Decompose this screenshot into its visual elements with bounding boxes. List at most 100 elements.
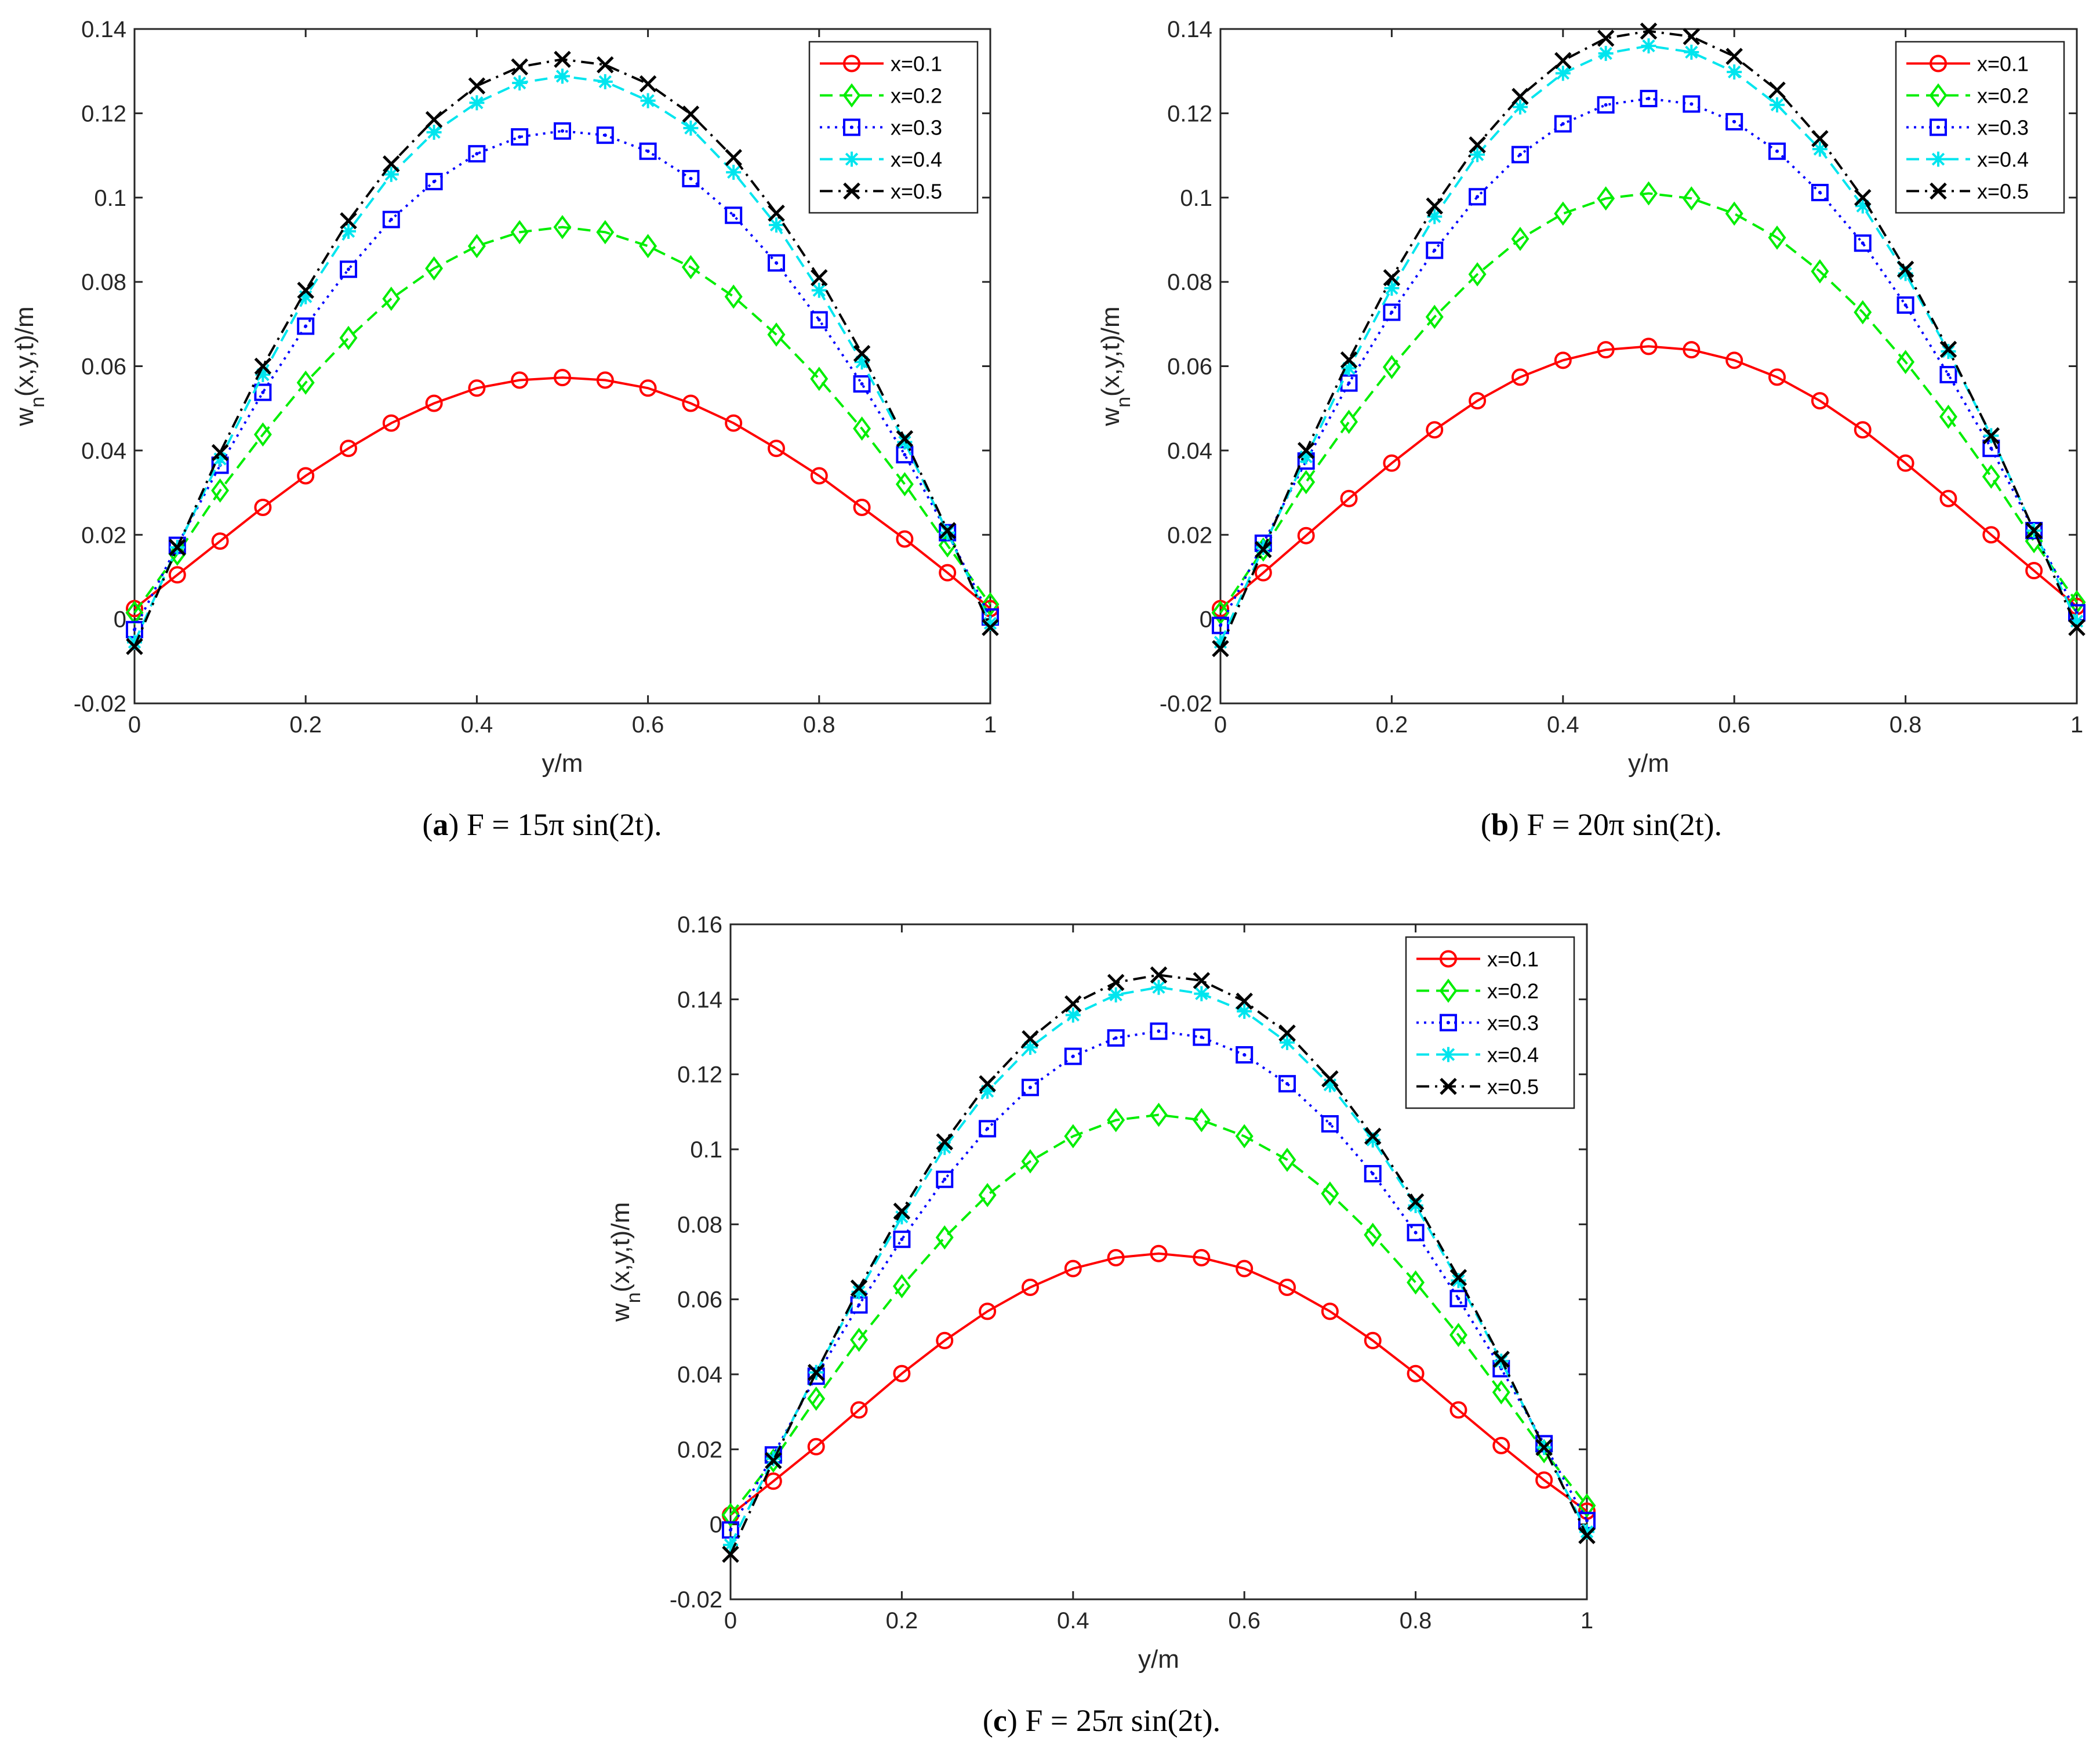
x-tick-label: 1 [2070, 712, 2083, 738]
data-point-x-0-4 [1770, 97, 1785, 112]
data-point-x-0-4 [980, 1083, 995, 1099]
data-point-x-0-4 [1194, 986, 1209, 1001]
data-point-x-0-1 [1150, 1244, 1168, 1262]
data-point-x-0-5 [639, 75, 657, 93]
data-point-x-0-3 [1469, 188, 1487, 206]
series-line-x-0-5 [729, 974, 1588, 1555]
series-x-0-5 [126, 50, 999, 655]
data-point-x-0-2 [1297, 470, 1316, 495]
data-point-x-0-5 [511, 58, 528, 76]
data-point-x-0-2 [1854, 300, 1872, 325]
data-point-x-0-1 [382, 414, 400, 432]
data-point-x-0-3 [1236, 1046, 1254, 1064]
legend: x=0.1 x=0.2 x=0.3 x=0.4 x=0.5 [808, 41, 979, 214]
data-point-x-0-5 [682, 106, 700, 123]
data-point-x-0-4 [555, 68, 570, 84]
data-point-x-0-1 [1236, 1260, 1254, 1277]
data-point-x-0-2 [1578, 1493, 1596, 1518]
data-point-x-0-3 [254, 383, 272, 401]
legend-label: x=0.3 [1487, 1011, 1539, 1035]
data-point-legend-x-0-3 [1930, 118, 1947, 136]
data-point-x-0-5 [554, 50, 571, 68]
data-point-x-0-1 [939, 564, 957, 582]
data-point-x-0-2 [724, 284, 743, 309]
x-tick-label: 0.8 [1890, 712, 1922, 738]
data-point-x-0-4 [2069, 614, 2084, 629]
series-x-0-5 [722, 966, 1596, 1563]
data-point-x-0-5 [1236, 992, 1253, 1010]
data-point-x-0-1 [1383, 454, 1401, 472]
x-tick-label: 0.6 [1718, 712, 1750, 738]
data-point-x-0-3 [1212, 616, 1229, 634]
data-point-legend-x-0-4 [1931, 151, 1946, 167]
legend-label: x=0.3 [891, 116, 942, 140]
data-point-x-0-2 [596, 220, 615, 245]
y-tick-label: 0.12 [1167, 101, 1212, 126]
data-point-x-0-2 [382, 286, 401, 311]
data-point-x-0-4 [212, 451, 228, 467]
data-point-x-0-4 [769, 217, 784, 233]
data-point-x-0-5 [1383, 269, 1401, 286]
data-point-x-0-5 [811, 269, 828, 286]
data-point-x-0-1 [1021, 1278, 1039, 1296]
data-point-x-0-4 [127, 634, 142, 650]
data-point-x-0-5 [211, 444, 229, 462]
data-point-x-0-4 [1512, 99, 1528, 115]
y-tick-label: 0.06 [1167, 354, 1212, 380]
y-tick-label: -0.02 [74, 691, 126, 717]
data-point-x-0-3 [1554, 115, 1572, 133]
data-point-x-0-4 [811, 282, 827, 298]
legend-label: x=0.5 [891, 180, 942, 204]
data-point-x-0-5 [126, 638, 143, 655]
data-point-x-0-5 [1321, 1070, 1339, 1088]
data-point-x-0-1 [211, 532, 229, 550]
data-point-x-0-4 [897, 434, 913, 450]
data-point-x-0-3 [1597, 96, 1615, 114]
panel-c: 0 0.2 0.4 0.6 0.8 1-0.0200.020.040.060.080.10… [606, 912, 1596, 1738]
data-point-x-0-5 [1683, 28, 1701, 45]
series-line-x-0-1 [133, 376, 991, 610]
legend-box [808, 41, 979, 214]
data-point-legend-x-0-1 [843, 55, 860, 72]
data-point-x-0-3 [1278, 1075, 1296, 1092]
data-point-x-0-1 [1254, 564, 1272, 582]
data-point-x-0-2 [296, 370, 315, 395]
data-point-x-0-1 [1640, 337, 1658, 355]
x-axis-label: y/m [1138, 1645, 1179, 1674]
data-point-x-0-5 [1255, 540, 1272, 558]
data-point-x-0-5 [1364, 1127, 1382, 1145]
data-point-x-0-3 [768, 254, 785, 272]
data-point-x-0-1 [1449, 1401, 1467, 1419]
data-point-x-0-1 [1511, 368, 1529, 386]
data-point-x-0-3 [893, 1231, 911, 1248]
series-x-0-5 [1212, 22, 2086, 658]
legend-label: x=0.1 [1487, 948, 1539, 971]
data-point-x-0-5 [425, 111, 443, 129]
data-point-x-0-2 [1511, 227, 1529, 251]
data-point-x-0-2 [1107, 1108, 1125, 1133]
data-point-x-0-2 [1150, 1102, 1168, 1127]
data-point-x-0-4 [1408, 1198, 1423, 1213]
data-point-x-0-2 [1278, 1148, 1296, 1173]
data-point-x-0-1 [2025, 562, 2043, 580]
y-tick-label: 0.14 [1167, 17, 1212, 42]
data-point-x-0-3 [1064, 1047, 1082, 1065]
data-point-x-0-5 [297, 281, 314, 299]
y-tick-label: -0.02 [670, 1587, 722, 1613]
series-x-0-4 [127, 68, 998, 650]
x-tick-label: 0.8 [1400, 1608, 1432, 1634]
data-point-x-0-2 [895, 472, 914, 496]
data-point-legend-x-0-1 [1440, 950, 1457, 968]
data-point-x-0-2 [1896, 350, 1915, 375]
data-point-x-0-2 [1407, 1270, 1425, 1295]
data-point-x-0-2 [850, 1327, 869, 1352]
data-point-x-0-3 [639, 142, 657, 160]
data-point-x-0-2 [767, 322, 786, 347]
data-point-x-0-5 [340, 212, 357, 230]
data-point-x-0-2 [1682, 186, 1701, 211]
data-point-x-0-5 [1896, 260, 1914, 278]
data-point-x-0-2 [1982, 464, 2000, 489]
series-x-0-4 [1213, 38, 2084, 650]
data-point-x-0-2 [807, 1386, 826, 1411]
series-line-x-0-1 [1219, 345, 2078, 610]
